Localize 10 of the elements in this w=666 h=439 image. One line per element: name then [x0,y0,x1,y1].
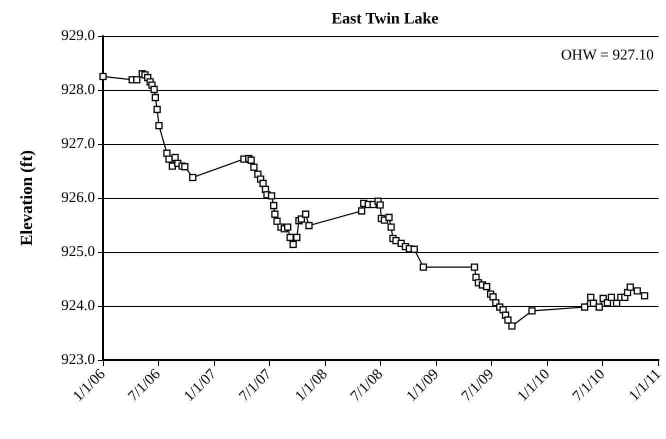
y-tick-label: 928.0 [61,82,95,98]
y-tick-label: 927.0 [61,136,95,152]
y-tick-label: 923.0 [61,352,95,368]
y-axis-title: Elevation (ft) [17,150,36,246]
y-tick-label: 929.0 [61,28,95,44]
chart-title: East Twin Lake [332,10,438,28]
annotation: OHW = 927.10 [560,48,654,64]
y-tick-label: 926.0 [61,190,95,206]
y-tick-label: 924.0 [61,298,95,314]
y-tick-label: 925.0 [61,244,95,260]
